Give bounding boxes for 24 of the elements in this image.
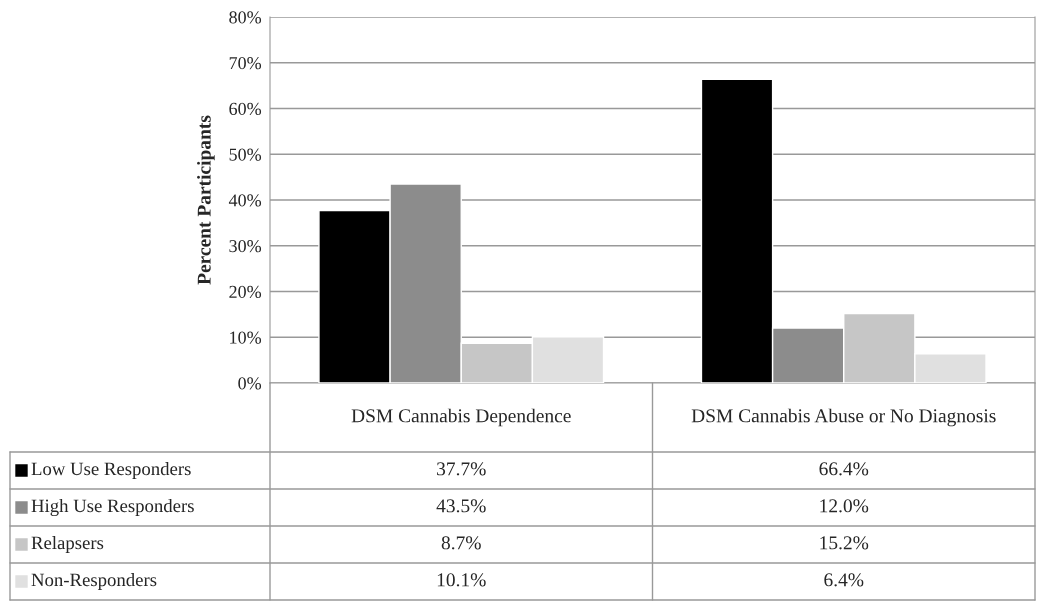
y-tick-label: 50%: [229, 148, 262, 161]
legend-label: Relapsers: [31, 536, 104, 553]
y-tick-label: 30%: [229, 240, 262, 253]
data-label: 37.7%: [437, 462, 486, 476]
legend-label: High Use Responders: [31, 498, 194, 517]
x-tick-label: DSM Cannabis Dependence: [351, 408, 571, 427]
y-axis-title: Percent Participants: [197, 115, 215, 285]
data-label: 66.4%: [819, 462, 869, 476]
y-tick-label: 70%: [229, 57, 262, 70]
legend-label: Low Use Responders: [31, 462, 191, 479]
legend-label: Non-Responders: [31, 573, 157, 590]
y-tick-label: 60%: [229, 102, 262, 115]
data-label: 6.4%: [824, 573, 864, 587]
y-tick-label: 40%: [228, 194, 262, 207]
data-label: 15.2%: [820, 536, 869, 550]
data-label: 12.0%: [820, 499, 869, 513]
y-tick-label: 20%: [229, 285, 262, 298]
y-tick-label: 0%: [238, 377, 262, 390]
data-label: 10.1%: [437, 573, 486, 587]
data-label: 8.7%: [441, 536, 481, 550]
x-tick-label: DSM Cannabis Abuse or No Diagnosis: [691, 408, 996, 427]
y-tick-label: 80%: [229, 11, 262, 24]
data-label: 43.5%: [436, 499, 486, 513]
y-tick-label: 10%: [230, 331, 262, 344]
